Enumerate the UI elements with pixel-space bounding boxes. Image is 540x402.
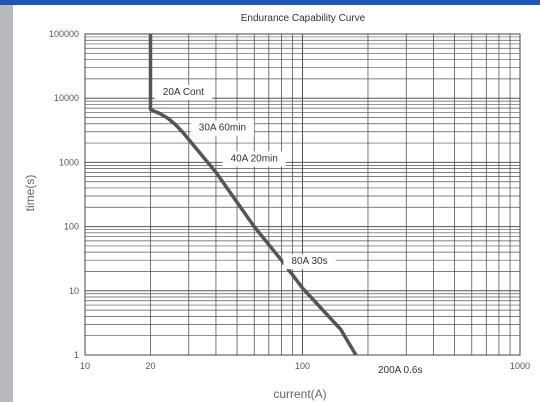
x-tick-label: 1000 [510, 361, 530, 371]
annotation-label: 200A 0.6s [378, 365, 422, 376]
y-tick-label: 1000 [59, 157, 79, 167]
annotation-bg [369, 363, 431, 379]
y-axis-label: time(s) [23, 175, 37, 212]
annotation-label: 80A 30s [291, 256, 327, 267]
top-accent-bar [0, 0, 540, 5]
x-axis-label: current(A) [273, 387, 326, 401]
y-axis-ticks: 1 10 100 1000 10000 100000 [49, 29, 79, 360]
x-tick-label: 100 [295, 361, 310, 371]
annotation-label: 30A 60min [199, 123, 246, 134]
curve-layer [148, 34, 358, 356]
annotation-bg [154, 84, 213, 100]
x-tick-label: 10 [80, 361, 90, 371]
left-side-bar [0, 5, 13, 402]
y-tick-label: 1 [74, 350, 79, 360]
x-tick-label: 20 [145, 361, 155, 371]
endurance-curve-line [148, 34, 358, 356]
x-axis-ticks: 10 20 100 1000 [80, 361, 530, 371]
annotations: 20A Cont 30A 60min 40A 20min 80A 30s 200A 0.… [154, 84, 431, 379]
y-tick-label: 10000 [54, 93, 79, 103]
y-tick-label: 10 [69, 286, 79, 296]
annotation-bg [222, 151, 286, 167]
grid [84, 33, 521, 356]
annotation-label: 20A Cont [163, 87, 204, 98]
annotation-label: 40A 20min [231, 153, 278, 164]
y-tick-label: 100 [64, 222, 79, 232]
annotation-bg [190, 120, 255, 136]
chart-title: Endurance Capability Curve [241, 13, 366, 24]
annotation-bg [283, 254, 336, 270]
y-tick-label: 100000 [49, 29, 79, 39]
